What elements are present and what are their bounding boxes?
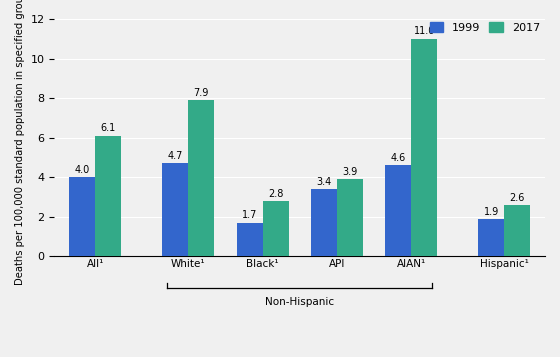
Bar [188,100,214,256]
Bar [504,205,530,256]
Legend: 1999, 2017: 1999, 2017 [426,17,544,37]
Bar [236,223,263,256]
Text: 11.0: 11.0 [413,26,435,36]
Text: 1.9: 1.9 [483,206,499,216]
Text: 4.0: 4.0 [74,165,90,175]
Text: 3.9: 3.9 [342,167,357,177]
Text: 4.7: 4.7 [167,151,183,161]
Bar [263,201,288,256]
Y-axis label: Deaths per 100,000 standard population in specified group: Deaths per 100,000 standard population i… [15,0,25,285]
Text: 1.7: 1.7 [242,211,257,221]
Text: 2.6: 2.6 [510,193,525,203]
Text: 6.1: 6.1 [101,124,116,134]
Text: 4.6: 4.6 [390,153,406,163]
Text: Non-Hispanic: Non-Hispanic [265,297,334,307]
Text: 2.8: 2.8 [268,189,283,199]
Bar [162,164,188,256]
Text: 3.4: 3.4 [316,177,332,187]
Bar [478,219,504,256]
Bar [311,189,337,256]
Bar [95,136,122,256]
Bar [411,39,437,256]
Bar [385,165,411,256]
Bar [337,179,363,256]
Bar [69,177,95,256]
Text: 7.9: 7.9 [194,88,209,98]
